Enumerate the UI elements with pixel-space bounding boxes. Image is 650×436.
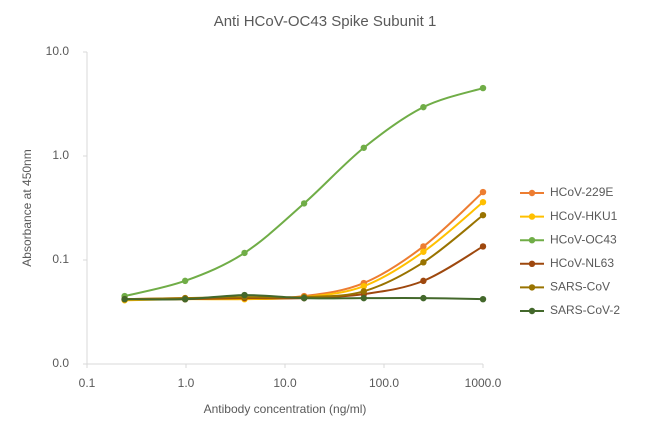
- x-tick-label: 0.1: [79, 376, 96, 390]
- legend-marker: [528, 213, 536, 220]
- legend-marker: [528, 189, 536, 197]
- data-point: [360, 144, 367, 151]
- x-tick-label: 10.0: [273, 376, 297, 390]
- legend-label: SARS-CoV-2: [550, 303, 620, 317]
- series-line: [124, 214, 484, 301]
- data-point: [479, 243, 487, 250]
- legend-label: HCoV-HKU1: [550, 209, 618, 223]
- data-point: [479, 188, 487, 196]
- data-point: [420, 103, 427, 111]
- legend-marker: [528, 307, 536, 315]
- y-tick-label: 10.0: [46, 44, 70, 58]
- data-point: [420, 248, 427, 255]
- data-point: [360, 294, 367, 302]
- data-point: [181, 277, 189, 285]
- legend-label: HCoV-OC43: [550, 232, 617, 246]
- series-line: [124, 87, 484, 298]
- data-point: [479, 211, 487, 219]
- legend-label: HCoV-NL63: [550, 256, 614, 270]
- data-point: [241, 291, 248, 299]
- legend-marker: [528, 237, 536, 244]
- y-tick-label: 1.0: [52, 148, 69, 162]
- legend-label: HCoV-229E: [550, 185, 613, 199]
- data-point: [420, 277, 427, 285]
- data-point: [479, 198, 487, 206]
- data-point: [121, 295, 128, 303]
- data-point: [420, 259, 427, 266]
- y-tick-label: 0.0: [52, 356, 69, 370]
- data-point: [300, 294, 308, 302]
- data-point: [300, 200, 308, 207]
- y-axis-title: Absorbance at 450nm: [20, 149, 34, 266]
- legend-label: SARS-CoV: [550, 280, 610, 294]
- x-tick-label: 1.0: [178, 376, 195, 390]
- legend-marker: [528, 260, 536, 267]
- data-point: [360, 282, 367, 290]
- data-point: [241, 249, 248, 257]
- data-point: [420, 243, 427, 250]
- data-point: [479, 295, 487, 303]
- data-point: [479, 84, 487, 92]
- data-point: [360, 288, 367, 295]
- data-point: [181, 295, 189, 303]
- x-axis-title: Antibody concentration (ng/ml): [204, 402, 367, 416]
- y-tick-label: 0.1: [52, 252, 69, 266]
- series-line: [124, 201, 484, 302]
- x-tick-label: 1000.0: [465, 376, 502, 390]
- chart-title: Anti HCoV-OC43 Spike Subunit 1: [214, 13, 437, 30]
- series-line: [124, 245, 484, 301]
- legend-marker: [528, 284, 536, 291]
- data-point: [420, 294, 427, 302]
- x-tick-label: 100.0: [369, 376, 399, 390]
